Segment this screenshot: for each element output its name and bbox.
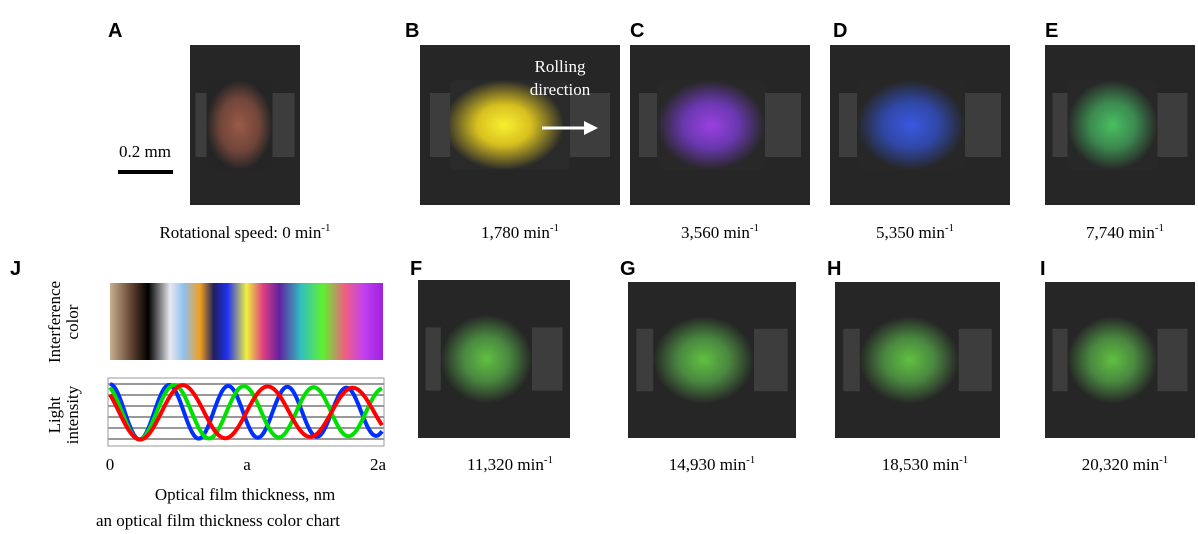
caption-exponent: -1 xyxy=(746,454,755,466)
caption: 14,930 min-1 xyxy=(669,454,756,474)
caption: 1,780 min-1 xyxy=(481,222,559,242)
axis-label: intensity xyxy=(63,385,82,444)
intensity-plot xyxy=(108,378,384,446)
caption: 18,530 min-1 xyxy=(882,454,969,474)
panel-label: E xyxy=(1045,20,1058,42)
panel-label: H xyxy=(827,258,841,280)
caption-text: 11,320 min xyxy=(467,455,544,474)
figure: ARotational speed: 0 min-1B1,780 min-1C3… xyxy=(0,0,1198,534)
panel-label: A xyxy=(108,20,122,42)
color-bar xyxy=(110,283,383,360)
contact-spot xyxy=(657,80,765,170)
panel-label: J xyxy=(10,258,21,280)
axis-title: Optical film thickness, nm xyxy=(155,485,335,504)
tick-label: a xyxy=(243,455,251,474)
caption: 3,560 min-1 xyxy=(681,222,759,242)
caption-text: 14,930 min xyxy=(669,455,747,474)
contact-spot xyxy=(1068,316,1158,403)
tick-label: 0 xyxy=(106,455,115,474)
tick-label: 2a xyxy=(370,455,387,474)
caption: 7,740 min-1 xyxy=(1086,222,1164,242)
caption-exponent: -1 xyxy=(750,222,759,234)
caption-text: 18,530 min xyxy=(882,455,960,474)
caption-exponent: -1 xyxy=(945,222,954,234)
caption: 5,350 min-1 xyxy=(876,222,954,242)
contact-spot xyxy=(653,316,754,403)
caption-exponent: -1 xyxy=(1155,222,1164,234)
axis-label: Interference xyxy=(45,281,64,363)
caption: Rotational speed: 0 min-1 xyxy=(159,222,330,242)
caption-text: Rotational speed: 0 min xyxy=(159,223,321,242)
caption-text: 3,560 min xyxy=(681,223,750,242)
caption-text: 20,320 min xyxy=(1082,455,1160,474)
caption: 11,320 min-1 xyxy=(467,454,553,474)
panel-label: D xyxy=(833,20,847,42)
rolling-text: Rolling xyxy=(534,57,586,76)
caption-exponent: -1 xyxy=(959,454,968,466)
contact-spot xyxy=(207,80,273,170)
axis-label: color xyxy=(63,304,82,339)
contact-spot xyxy=(441,315,532,403)
scale-label: 0.2 mm xyxy=(119,142,171,161)
contact-spot xyxy=(1068,80,1158,170)
caption-text: 1,780 min xyxy=(481,223,550,242)
panel-label: G xyxy=(620,258,636,280)
rolling-text: direction xyxy=(530,80,591,99)
caption-exponent: -1 xyxy=(1159,454,1168,466)
panel-label: I xyxy=(1040,258,1046,280)
axis-label: Light xyxy=(45,396,64,433)
contact-spot xyxy=(860,316,959,403)
caption: 20,320 min-1 xyxy=(1082,454,1169,474)
caption-exponent: -1 xyxy=(544,454,553,466)
caption-text: 5,350 min xyxy=(876,223,945,242)
caption-exponent: -1 xyxy=(321,222,330,234)
caption-exponent: -1 xyxy=(550,222,559,234)
panel-label: F xyxy=(410,258,422,280)
panel-label: B xyxy=(405,20,419,42)
chart-caption: an optical film thickness color chart xyxy=(96,511,340,530)
caption-text: 7,740 min xyxy=(1086,223,1155,242)
panel-label: C xyxy=(630,20,644,42)
contact-spot xyxy=(857,80,965,170)
